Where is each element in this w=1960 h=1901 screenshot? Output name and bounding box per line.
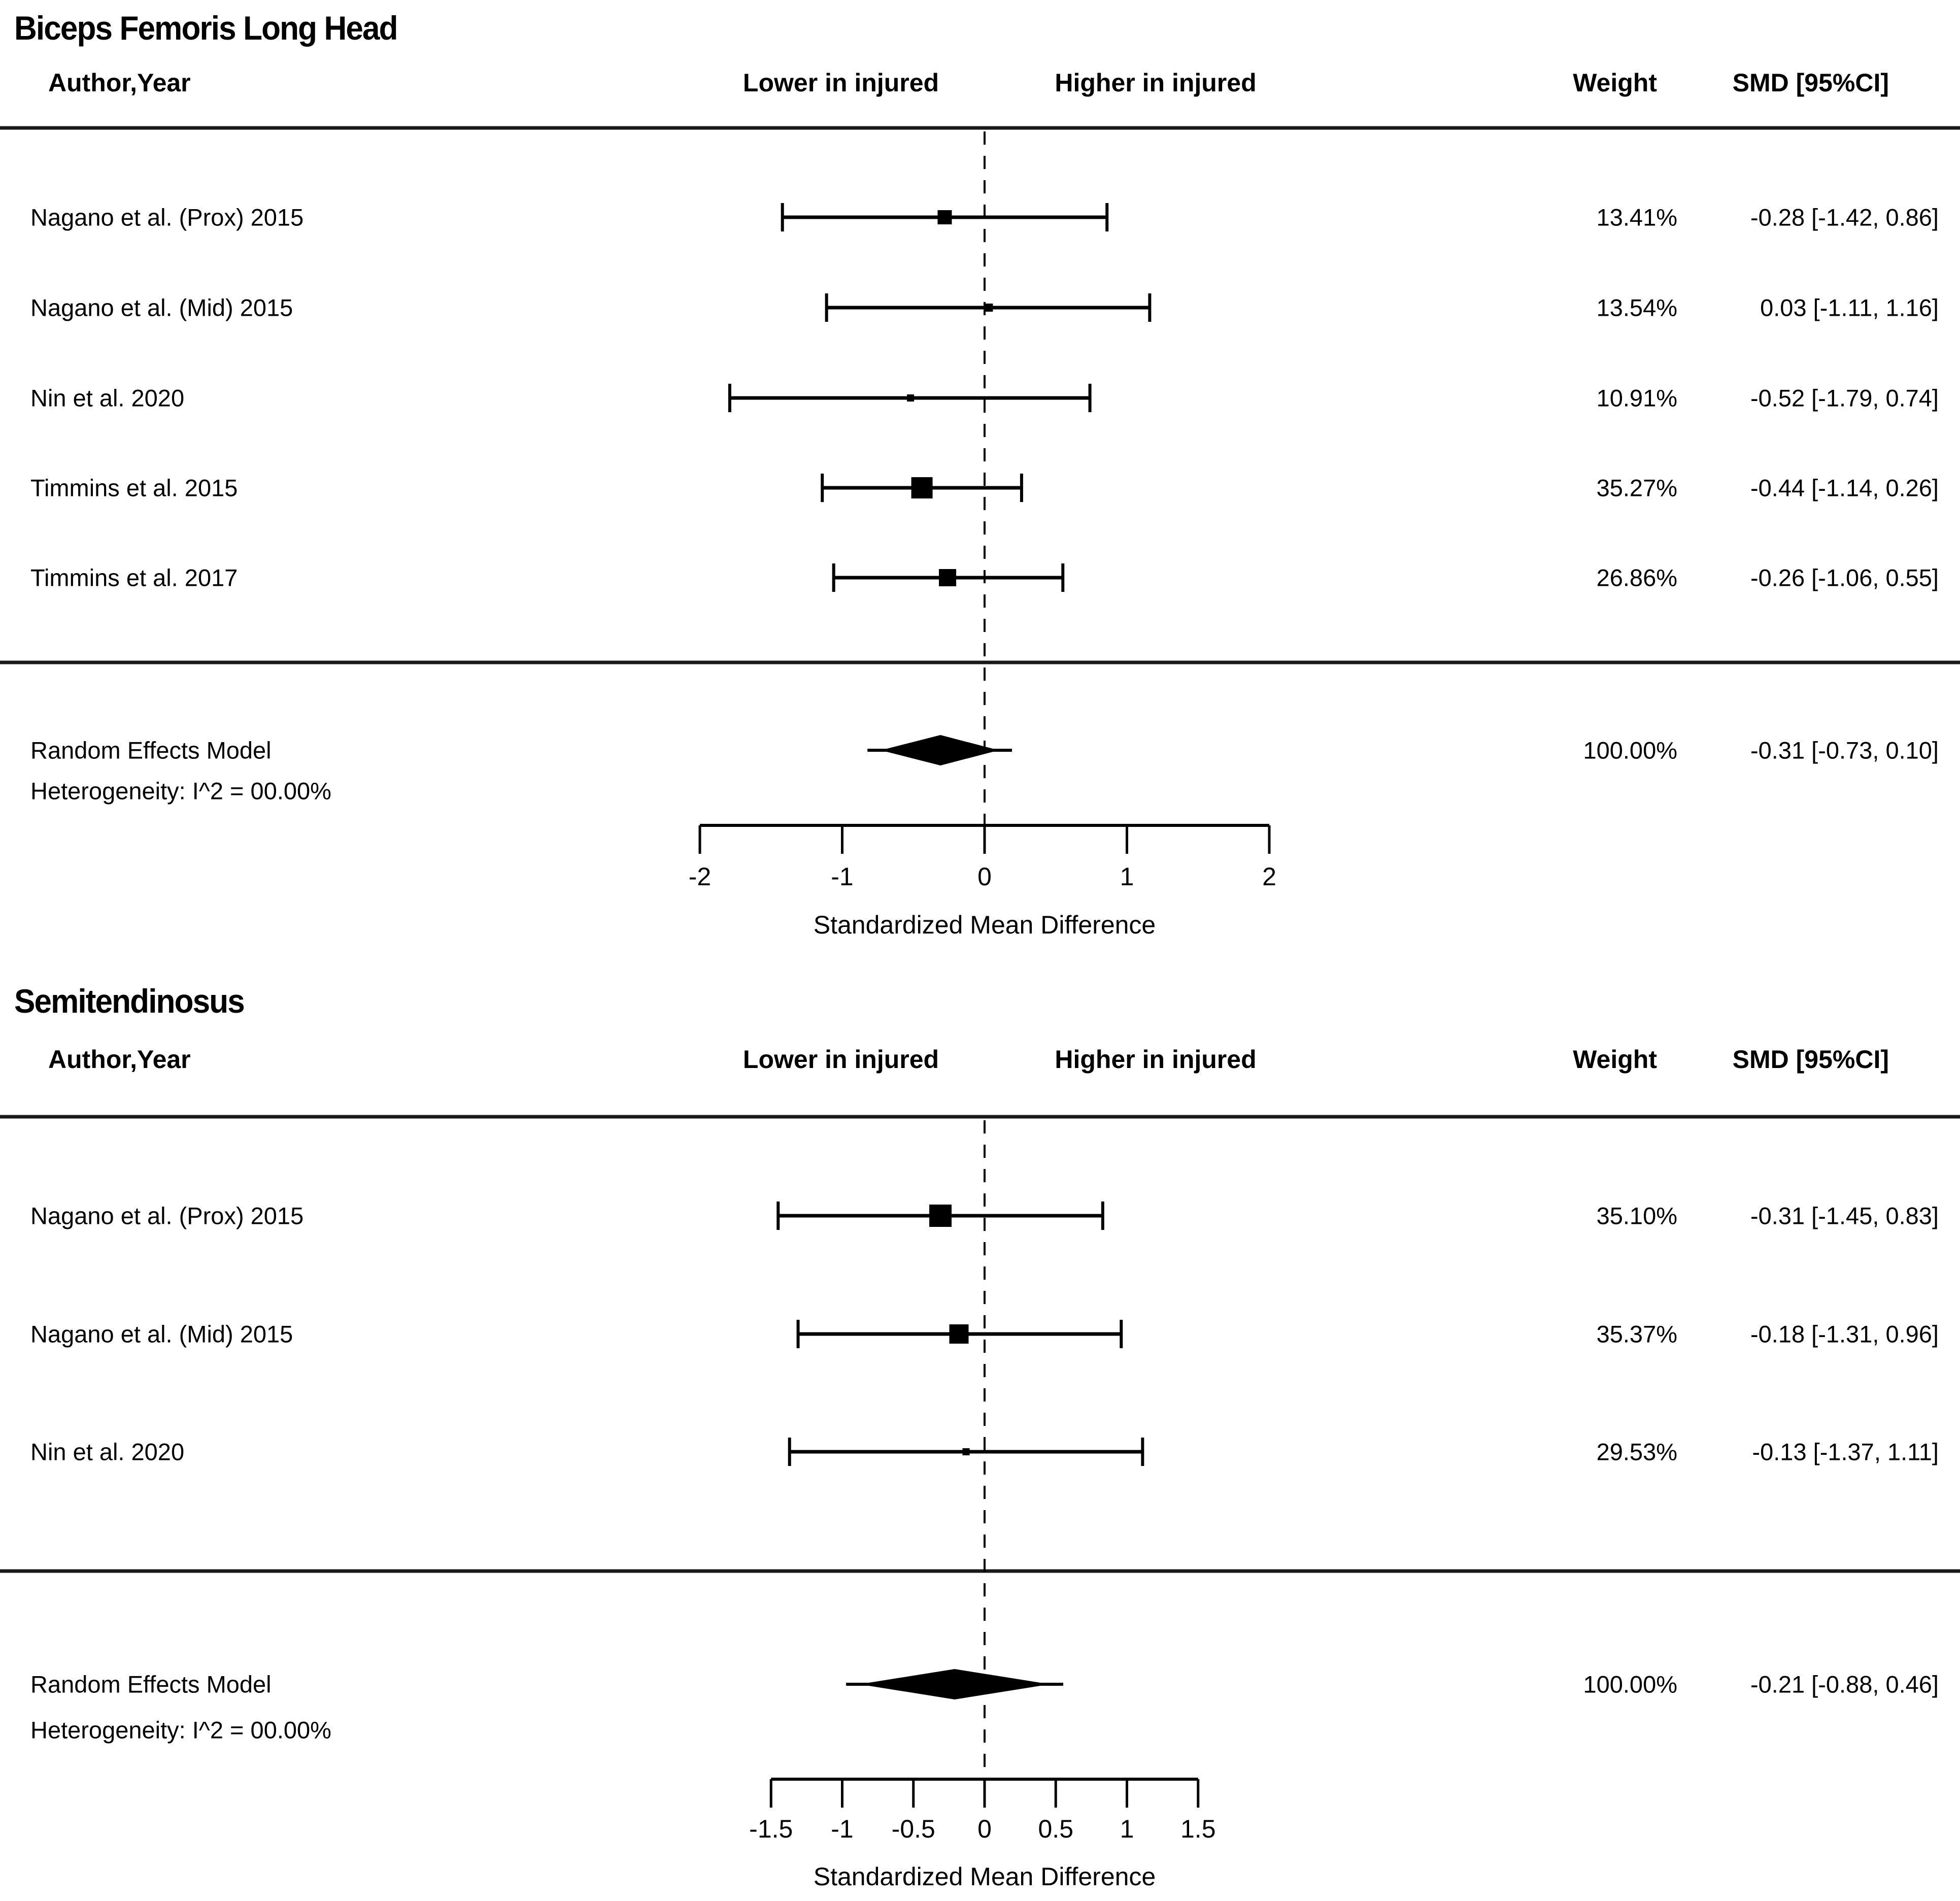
summary-diamond xyxy=(881,735,999,765)
summary-weight: 100.00% xyxy=(1583,1671,1677,1698)
estimate-square xyxy=(911,477,933,498)
study-label: Timmins et al. 2017 xyxy=(30,564,238,591)
study-weight: 35.27% xyxy=(1596,474,1677,502)
study-label: Nagano et al. (Prox) 2015 xyxy=(30,1202,304,1229)
study-label: Nin et al. 2020 xyxy=(30,384,185,412)
summary-weight: 100.00% xyxy=(1583,737,1677,764)
study-weight: 10.91% xyxy=(1596,384,1677,412)
column-header-smd: SMD [95%CI] xyxy=(1732,1045,1889,1074)
axis-tick-label: -1 xyxy=(831,862,854,891)
column-header-weight: Weight xyxy=(1573,69,1657,97)
study-label: Nin et al. 2020 xyxy=(30,1438,185,1465)
column-header-higher-in-injured: Higher in injured xyxy=(1055,69,1257,97)
study-smd: -0.44 [-1.14, 0.26] xyxy=(1750,474,1939,502)
estimate-square xyxy=(937,210,952,224)
estimate-square xyxy=(949,1324,969,1344)
axis-tick-label: -0.5 xyxy=(891,1815,935,1843)
column-header-lower-in-injured: Lower in injured xyxy=(742,1045,939,1074)
column-header-author: Author,Year xyxy=(48,1045,191,1074)
study-smd: -0.13 [-1.37, 1.11] xyxy=(1752,1438,1939,1465)
study-weight: 13.54% xyxy=(1596,294,1677,321)
column-header-author: Author,Year xyxy=(48,69,191,97)
axis-tick-label: 0 xyxy=(977,862,992,891)
column-header-weight: Weight xyxy=(1573,1045,1657,1074)
study-weight: 13.41% xyxy=(1596,204,1677,231)
summary-label: Random Effects Model xyxy=(30,1671,272,1698)
axis-tick-label: 0.5 xyxy=(1038,1815,1074,1843)
study-weight: 35.37% xyxy=(1596,1320,1677,1348)
study-smd: -0.26 [-1.06, 0.55] xyxy=(1750,564,1939,591)
estimate-square xyxy=(929,1205,952,1227)
panel-title: Semitendinosus xyxy=(14,982,245,1020)
study-weight: 29.53% xyxy=(1596,1438,1677,1465)
axis-tick-label: 1.5 xyxy=(1180,1815,1216,1843)
axis-tick-label: 1 xyxy=(1120,1815,1134,1843)
axis-tick-label: -1.5 xyxy=(749,1815,793,1843)
axis-tick-label: 2 xyxy=(1262,862,1276,891)
column-header-smd: SMD [95%CI] xyxy=(1732,69,1889,97)
axis-tick-label: -1 xyxy=(831,1815,854,1843)
heterogeneity-text: Heterogeneity: I^2 = 00.00% xyxy=(30,777,331,805)
axis-tick-label: 0 xyxy=(977,1815,992,1843)
summary-label: Random Effects Model xyxy=(30,737,272,764)
summary-smd: -0.31 [-0.73, 0.10] xyxy=(1750,737,1939,764)
heterogeneity-text: Heterogeneity: I^2 = 00.00% xyxy=(30,1716,331,1744)
study-weight: 26.86% xyxy=(1596,564,1677,591)
summary-smd: -0.21 [-0.88, 0.46] xyxy=(1750,1671,1939,1698)
study-smd: -0.28 [-1.42, 0.86] xyxy=(1750,204,1939,231)
estimate-square xyxy=(907,394,915,402)
study-label: Nagano et al. (Mid) 2015 xyxy=(30,294,293,321)
study-label: Timmins et al. 2015 xyxy=(30,474,238,502)
axis-title: Standardized Mean Difference xyxy=(813,1862,1156,1891)
estimate-square xyxy=(962,1448,970,1455)
panel-title: Biceps Femoris Long Head xyxy=(14,9,398,47)
estimate-square xyxy=(939,569,957,586)
axis-tick-label: -2 xyxy=(688,862,712,891)
estimate-square xyxy=(985,304,993,312)
axis-title: Standardized Mean Difference xyxy=(813,911,1156,939)
study-smd: -0.18 [-1.31, 0.96] xyxy=(1750,1320,1939,1348)
axis-tick-label: 1 xyxy=(1120,862,1134,891)
study-smd: -0.31 [-1.45, 0.83] xyxy=(1750,1202,1939,1229)
study-weight: 35.10% xyxy=(1596,1202,1677,1229)
column-header-lower-in-injured: Lower in injured xyxy=(742,69,939,97)
study-smd: -0.52 [-1.79, 0.74] xyxy=(1750,384,1939,412)
study-smd: 0.03 [-1.11, 1.16] xyxy=(1760,294,1939,321)
study-label: Nagano et al. (Prox) 2015 xyxy=(30,204,304,231)
summary-diamond xyxy=(859,1669,1051,1699)
column-header-higher-in-injured: Higher in injured xyxy=(1055,1045,1257,1074)
study-label: Nagano et al. (Mid) 2015 xyxy=(30,1320,293,1348)
